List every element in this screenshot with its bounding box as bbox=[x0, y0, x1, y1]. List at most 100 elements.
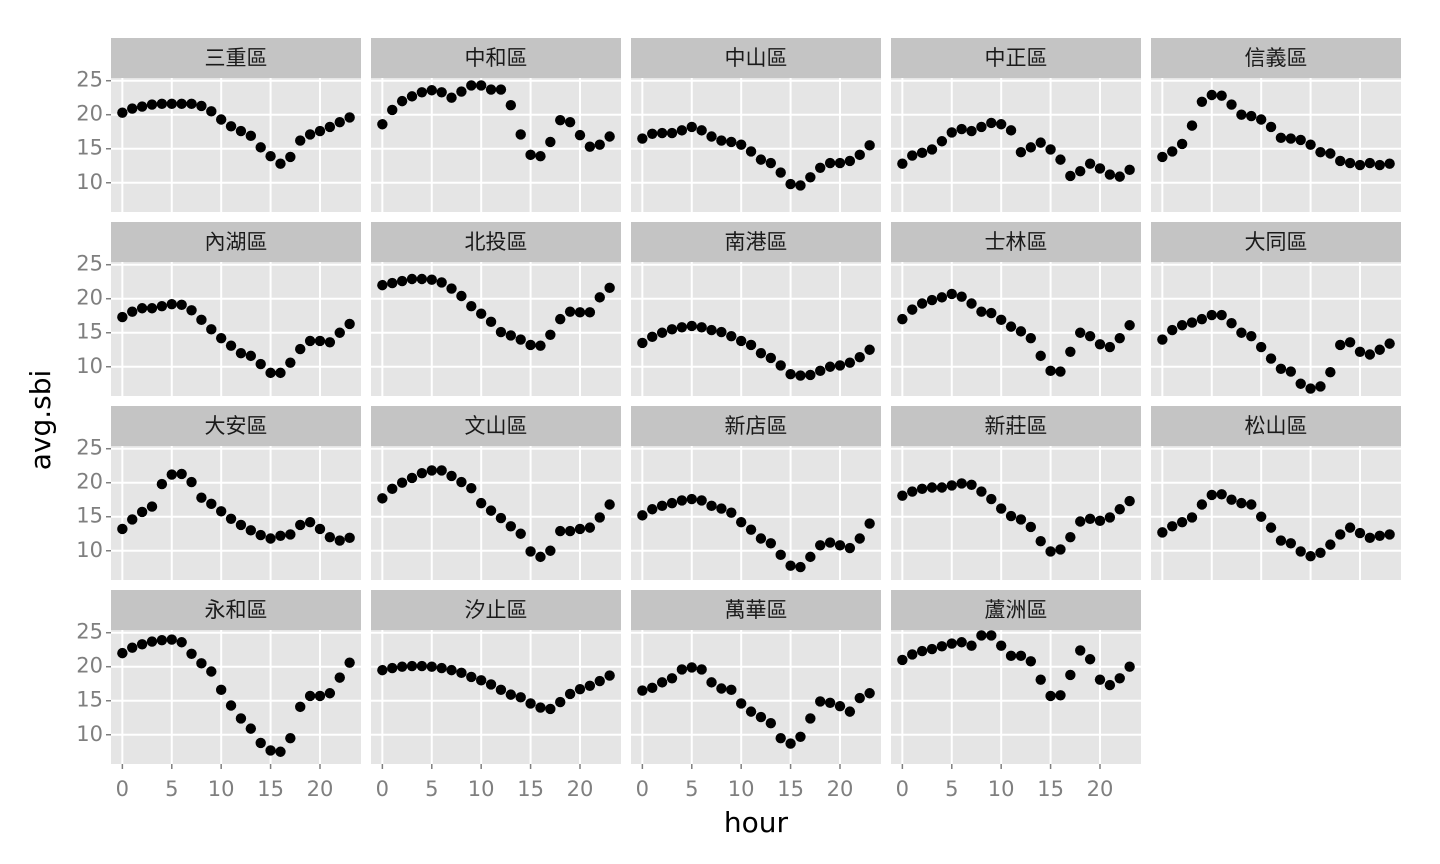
x-tick-label: 20 bbox=[1087, 777, 1114, 801]
point bbox=[235, 125, 247, 137]
point bbox=[1065, 346, 1076, 357]
point bbox=[225, 513, 237, 524]
x-tick-label: 5 bbox=[425, 777, 438, 801]
point bbox=[726, 507, 737, 518]
point bbox=[515, 692, 526, 703]
point bbox=[1374, 344, 1385, 355]
point bbox=[1335, 529, 1346, 540]
strip bbox=[371, 222, 621, 262]
point bbox=[156, 301, 168, 312]
point bbox=[716, 135, 727, 146]
x-tick-label: 10 bbox=[728, 777, 755, 801]
strip bbox=[371, 406, 621, 446]
point bbox=[775, 732, 786, 744]
point bbox=[1305, 383, 1316, 394]
x-tick-label: 0 bbox=[896, 777, 909, 801]
point bbox=[344, 318, 355, 330]
y-tick-label: 25 bbox=[76, 252, 103, 276]
point bbox=[686, 121, 697, 133]
point bbox=[604, 131, 615, 142]
point bbox=[805, 713, 816, 724]
point bbox=[1344, 157, 1356, 169]
point bbox=[1354, 346, 1366, 357]
strip bbox=[1151, 38, 1401, 78]
point bbox=[785, 178, 796, 190]
point bbox=[344, 657, 355, 668]
point bbox=[775, 360, 786, 371]
strip-label: 大同區 bbox=[1245, 230, 1308, 254]
point bbox=[1055, 690, 1066, 701]
point bbox=[466, 671, 477, 683]
point bbox=[805, 551, 816, 563]
point bbox=[1065, 531, 1076, 543]
point bbox=[584, 680, 596, 691]
point bbox=[1216, 90, 1227, 101]
point bbox=[854, 149, 865, 161]
panel bbox=[631, 630, 881, 764]
point bbox=[1084, 158, 1096, 169]
point bbox=[235, 713, 247, 724]
point bbox=[1196, 96, 1208, 108]
point bbox=[344, 112, 355, 123]
point bbox=[535, 151, 546, 162]
point bbox=[196, 492, 207, 503]
point bbox=[1216, 489, 1227, 500]
point bbox=[225, 700, 237, 711]
point bbox=[834, 157, 846, 169]
point bbox=[1114, 171, 1125, 182]
point bbox=[1236, 109, 1247, 120]
point bbox=[864, 518, 875, 529]
strip-label: 永和區 bbox=[205, 598, 268, 622]
point bbox=[1167, 521, 1178, 532]
strip bbox=[1151, 406, 1401, 446]
point bbox=[976, 121, 987, 133]
x-tick-label: 20 bbox=[307, 777, 334, 801]
point bbox=[156, 478, 168, 490]
point bbox=[1255, 341, 1267, 353]
y-tick-label: 20 bbox=[76, 286, 103, 310]
point bbox=[545, 703, 556, 715]
point bbox=[706, 677, 717, 688]
y-tick-label: 10 bbox=[76, 170, 103, 194]
panel bbox=[371, 446, 621, 580]
point bbox=[525, 698, 536, 709]
point bbox=[387, 104, 398, 116]
panel bbox=[111, 446, 361, 580]
point bbox=[864, 140, 875, 151]
strip-label: 三重區 bbox=[205, 46, 268, 70]
point bbox=[1094, 163, 1106, 174]
point bbox=[1065, 170, 1076, 182]
point bbox=[1285, 133, 1297, 144]
point bbox=[245, 723, 257, 734]
point bbox=[1005, 650, 1017, 662]
point bbox=[285, 151, 296, 163]
strip bbox=[891, 406, 1141, 446]
point bbox=[936, 482, 948, 493]
point bbox=[1226, 318, 1237, 329]
point bbox=[456, 86, 467, 97]
point bbox=[215, 684, 227, 696]
strip bbox=[631, 590, 881, 630]
point bbox=[206, 666, 217, 677]
point bbox=[706, 500, 717, 512]
point bbox=[1045, 690, 1056, 702]
point bbox=[926, 482, 938, 493]
point bbox=[334, 535, 345, 546]
point bbox=[745, 146, 757, 157]
point bbox=[1124, 495, 1135, 507]
point bbox=[946, 127, 957, 138]
point bbox=[295, 701, 306, 713]
point bbox=[765, 717, 777, 729]
point bbox=[854, 692, 865, 704]
point bbox=[156, 635, 168, 646]
point bbox=[666, 324, 678, 335]
point bbox=[416, 660, 428, 672]
point bbox=[515, 528, 526, 539]
point bbox=[1226, 494, 1237, 505]
point bbox=[295, 519, 306, 531]
point bbox=[1084, 330, 1096, 342]
point bbox=[706, 131, 717, 142]
point bbox=[485, 84, 497, 95]
point bbox=[1265, 522, 1277, 533]
point bbox=[926, 643, 938, 655]
